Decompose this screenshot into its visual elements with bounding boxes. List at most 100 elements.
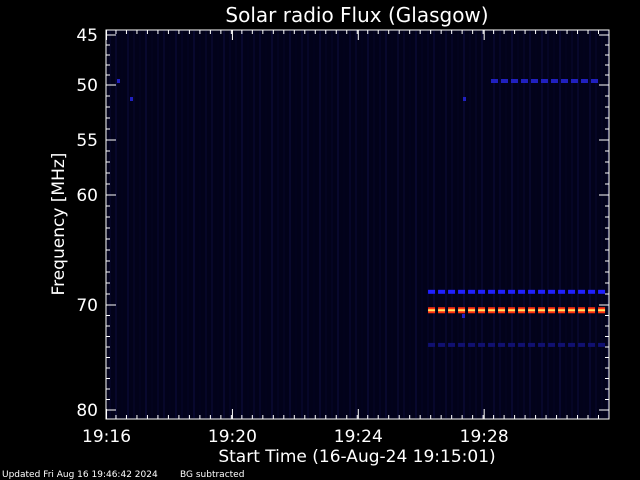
background-stripe [379, 31, 381, 418]
background-stripe [409, 31, 411, 418]
feature-dash [558, 289, 566, 294]
feature-dash-core [538, 309, 546, 312]
feature-dash [438, 289, 446, 294]
background-stripe [301, 31, 303, 418]
feature-dash [568, 289, 576, 294]
background-stripe [253, 31, 255, 418]
background-stripe [547, 31, 549, 418]
feature-dash-core [488, 309, 496, 312]
background-stripe [601, 31, 603, 418]
feature-dash-core [598, 309, 606, 312]
feature-dash [560, 79, 568, 83]
feature-dash [570, 79, 578, 83]
feature-dash [538, 289, 546, 294]
background-stripe [517, 31, 519, 418]
feature-dash-core [508, 309, 516, 312]
feature-dash [518, 342, 526, 347]
feature-dash [468, 342, 476, 347]
feature-dash-core [568, 309, 576, 312]
background-stripe [349, 31, 351, 418]
feature-dash [508, 289, 516, 294]
y-tick-label: 55 [76, 131, 98, 151]
feature-dash [530, 79, 538, 83]
background-stripe [577, 31, 579, 418]
feature-dash-core [588, 309, 596, 312]
background-stripe [529, 31, 531, 418]
background-stripe [115, 31, 117, 418]
y-tick-label: 60 [76, 186, 98, 206]
bg-subtracted-note: BG subtracted [180, 470, 244, 480]
feature-dash [568, 342, 576, 347]
feature-dash [548, 342, 556, 347]
background-stripe [499, 31, 501, 418]
background-stripe [535, 31, 537, 418]
background-stripe [193, 31, 195, 418]
feature-dash [558, 342, 566, 347]
feature-dash [498, 342, 506, 347]
background-stripe [277, 31, 279, 418]
background-stripe [463, 31, 465, 418]
feature-dash-core [548, 309, 556, 312]
background-stripe [355, 31, 357, 418]
feature-dash [540, 79, 548, 83]
feature-dash [508, 342, 516, 347]
feature-dash-core [468, 309, 476, 312]
feature-dash-core [558, 309, 566, 312]
feature-dash [478, 289, 486, 294]
background-stripe [241, 31, 243, 418]
feature-dash [528, 342, 536, 347]
x-axis-ticks: 19:16 19:20 19:24 19:28 [82, 30, 610, 447]
feature-dot [462, 314, 465, 318]
data-stripes [109, 31, 609, 418]
background-stripe [415, 31, 417, 418]
background-stripe [493, 31, 495, 418]
background-stripe [307, 31, 309, 418]
feature-dash [458, 342, 466, 347]
feature-dash [520, 79, 528, 83]
background-stripe [187, 31, 189, 418]
feature-dash-core [518, 309, 526, 312]
feature-dash-core [458, 309, 466, 312]
background-stripe [403, 31, 405, 418]
background-stripe [505, 31, 507, 418]
background-stripe [157, 31, 159, 418]
feature-dash [498, 289, 506, 294]
background-stripe [571, 31, 573, 418]
feature-dash [588, 342, 596, 347]
background-stripe [373, 31, 375, 418]
feature-dash-core [448, 309, 456, 312]
background-stripe [439, 31, 441, 418]
background-stripe [523, 31, 525, 418]
chart-title: Solar radio Flux (Glasgow) [225, 3, 488, 27]
background-stripe [319, 31, 321, 418]
feature-dot [463, 97, 466, 101]
feature-dash [438, 342, 446, 347]
background-stripe [607, 31, 609, 418]
feature-dash [510, 79, 518, 83]
feature-dash [478, 342, 486, 347]
background-stripe [511, 31, 513, 418]
background-stripe [331, 31, 333, 418]
feature-dash [458, 289, 466, 294]
background-stripe [127, 31, 129, 418]
background-stripe [289, 31, 291, 418]
background-stripe [229, 31, 231, 418]
feature-dot [117, 79, 120, 83]
background-stripe [583, 31, 585, 418]
x-tick-label: 19:24 [334, 427, 383, 447]
feature-dash [448, 342, 456, 347]
background-stripe [199, 31, 201, 418]
feature-dash [578, 342, 586, 347]
feature-dash-core [498, 309, 506, 312]
feature-dash [548, 289, 556, 294]
y-tick-label: 45 [76, 26, 98, 46]
x-tick-label: 19:16 [82, 427, 131, 447]
feature-dash [488, 289, 496, 294]
feature-dash [598, 289, 606, 294]
feature-dash-core [578, 309, 586, 312]
background-stripe [205, 31, 207, 418]
background-stripe [223, 31, 225, 418]
background-stripe [313, 31, 315, 418]
background-stripe [325, 31, 327, 418]
feature-dash [518, 289, 526, 294]
